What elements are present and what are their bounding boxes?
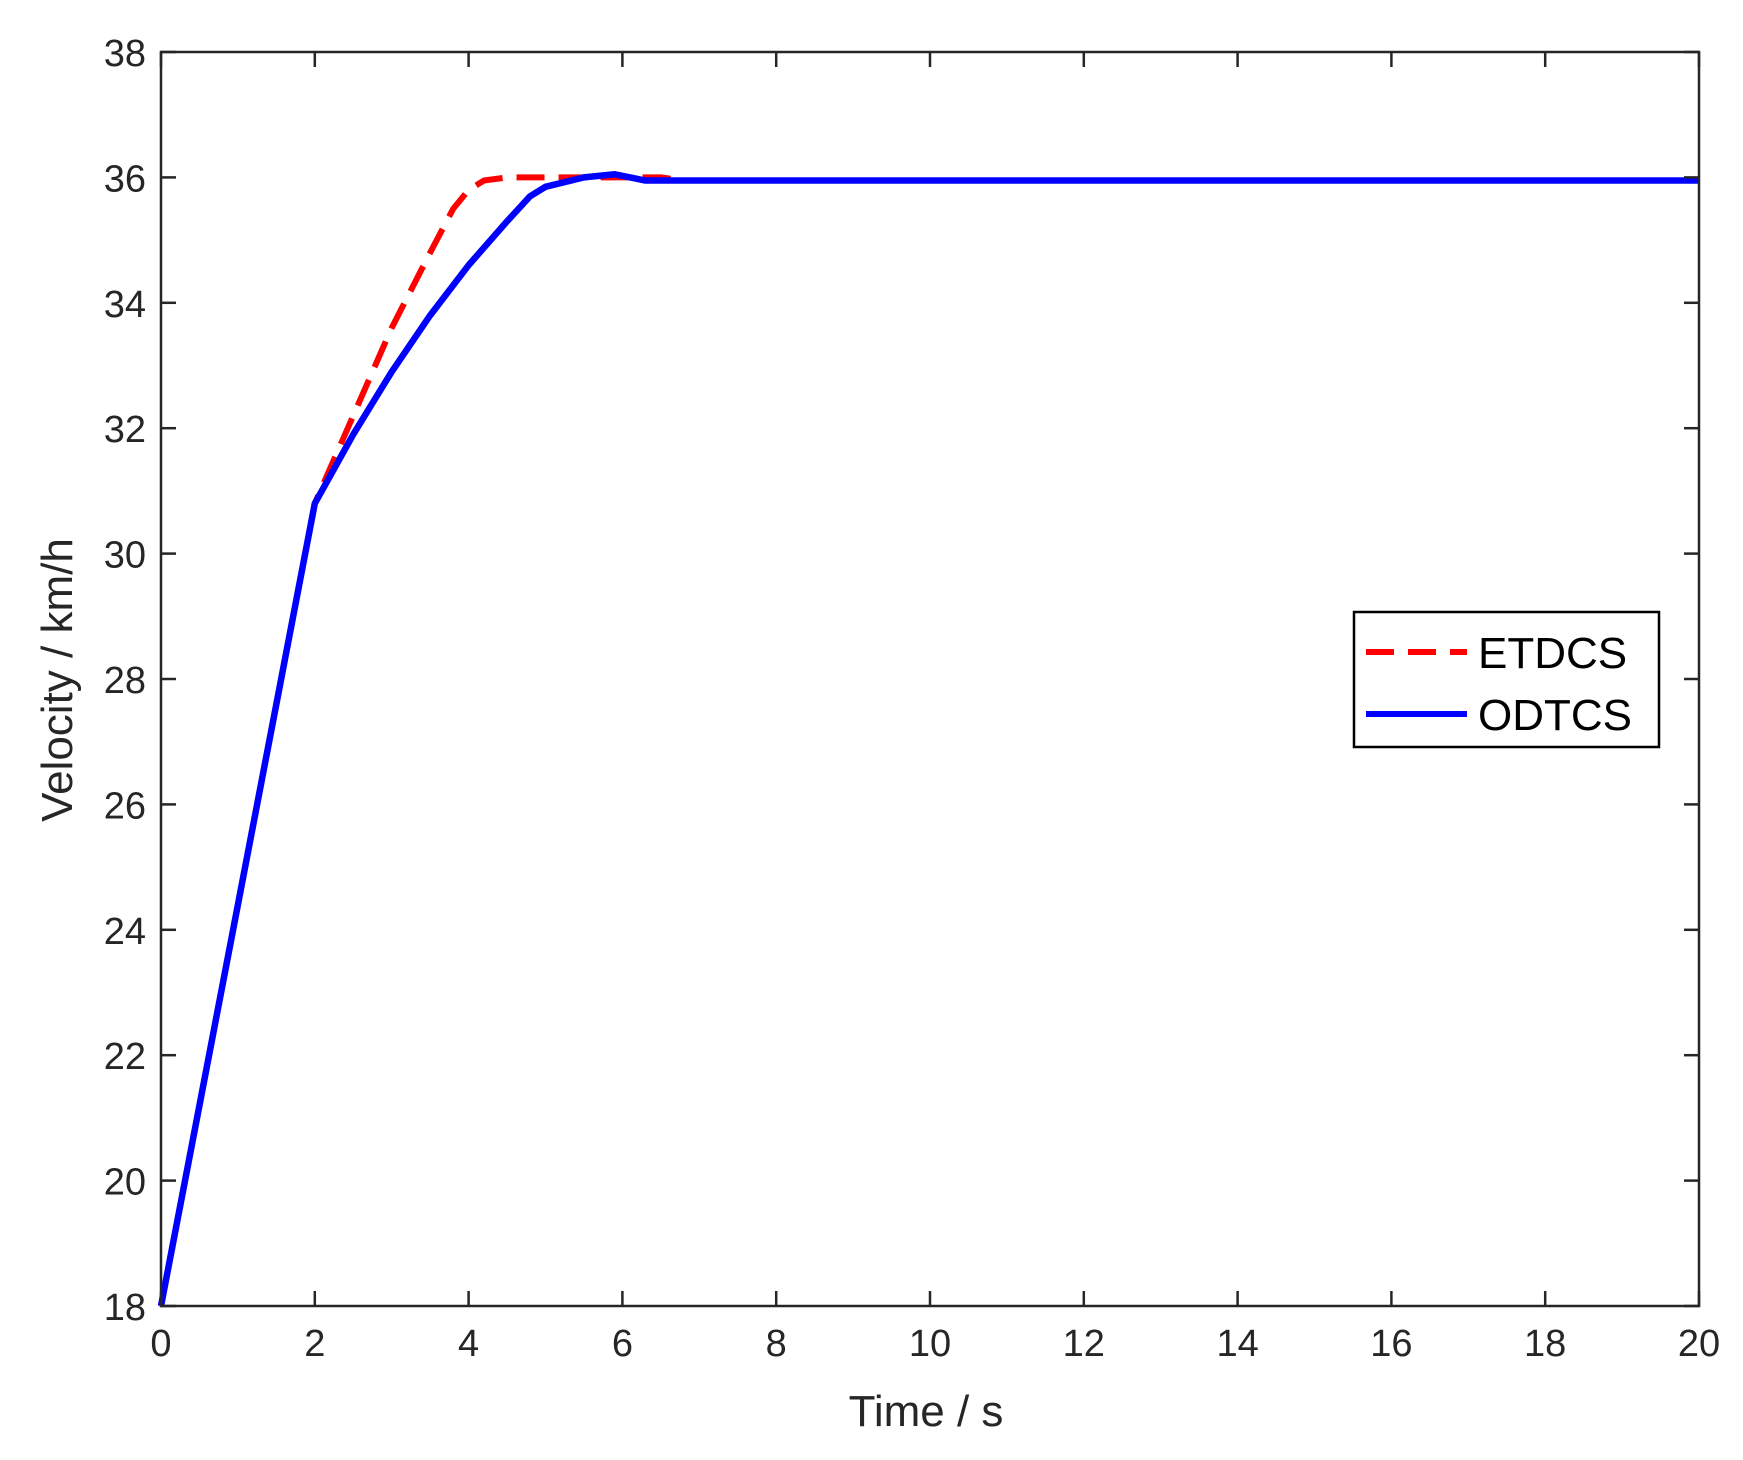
y-tick-label: 34 (104, 284, 146, 326)
y-axis-title: Velocity / km/h (33, 538, 82, 822)
y-tick-label: 38 (104, 33, 146, 75)
x-tick-label: 6 (612, 1323, 633, 1365)
x-axis-title: Time / s (849, 1387, 1004, 1436)
series-line-odtcs (157, 171, 1699, 1307)
y-tick-label: 18 (104, 1287, 146, 1329)
x-tick-label: 4 (458, 1323, 479, 1365)
legend-label-odtcs: ODTCS (1478, 691, 1632, 740)
x-tick-label: 12 (1063, 1323, 1105, 1365)
y-tick-label: 20 (104, 1162, 146, 1204)
legend-box (1352, 610, 1661, 749)
x-tick-label: 8 (766, 1323, 787, 1365)
x-tick-label: 16 (1370, 1323, 1412, 1365)
plot-layer (157, 171, 1699, 1307)
x-tick-label: 18 (1524, 1323, 1566, 1365)
y-tick-label: 32 (104, 409, 146, 451)
y-tick-label: 30 (104, 535, 146, 577)
x-tick-label: 14 (1216, 1323, 1258, 1365)
x-tick-label: 2 (304, 1323, 325, 1365)
y-tick-label: 36 (104, 158, 146, 200)
x-tick-label: 0 (150, 1323, 171, 1365)
y-tick-label: 28 (104, 660, 146, 702)
y-tick-label: 22 (104, 1036, 146, 1078)
y-tick-label: 24 (104, 911, 146, 953)
legend: ETDCS ODTCS (1352, 610, 1661, 749)
y-tick-label: 26 (104, 785, 146, 827)
x-tick-label: 10 (909, 1323, 951, 1365)
x-tick-label: 20 (1678, 1323, 1720, 1365)
legend-label-etdcs: ETDCS (1478, 629, 1627, 678)
